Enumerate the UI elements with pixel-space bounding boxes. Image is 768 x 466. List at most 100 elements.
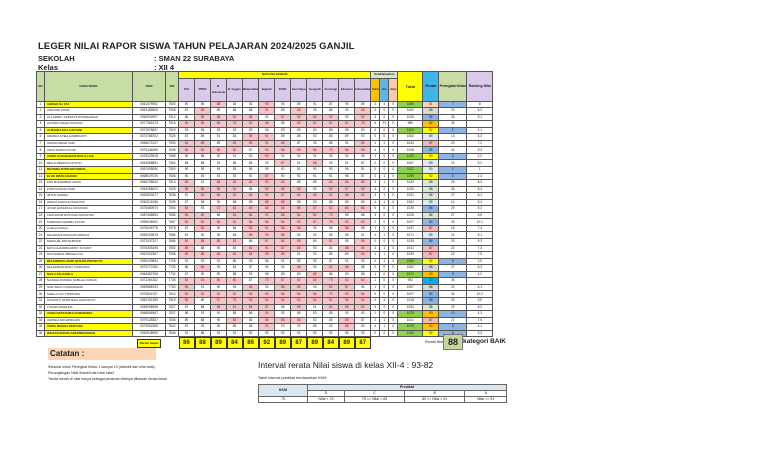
- table-row: 23 MAYA CHANDRA RIZKY JUYANTI 0076305198 76…: [36, 244, 494, 253]
- score-rank: 2.1: [466, 126, 494, 135]
- range-d: Nilai < 75: [307, 396, 345, 403]
- score-rank: 8.3: [466, 179, 494, 187]
- class-value: : XII 4: [154, 63, 175, 72]
- score-cell: 87: [241, 146, 260, 154]
- grade-ledger-table: NO NAMA SISWA NISN NIS MATA PELAJARAN Ke…: [36, 71, 494, 350]
- subject-header: B. Indonesia: [210, 77, 227, 102]
- class-average-value: 88: [443, 334, 463, 350]
- score-rank: 5.2: [466, 159, 494, 167]
- subject-average: 89: [306, 337, 323, 350]
- score-rank: 5.1: [466, 231, 494, 239]
- table-row: 19 KHRESNA DHARMA PUTRA 0065045392 7667 83 83…: [36, 218, 494, 226]
- score-cell: 86: [354, 238, 372, 246]
- score-cell: 85: [241, 139, 260, 148]
- subject-average: 84: [322, 337, 339, 350]
- range-b: 83 <= Nilai < 91: [404, 396, 466, 403]
- score-cell: 81: [241, 244, 260, 253]
- score-rank: 8.5: [466, 211, 494, 220]
- score-cell: 85: [241, 192, 260, 200]
- note-line: Tanda merah di nilai hanya sebagai penan…: [48, 377, 167, 381]
- table-row: 20 Lintang Al Rizya 0075049776 7678 87 85 90 84…: [36, 224, 494, 233]
- score-cell: 85: [241, 231, 260, 239]
- header-name: NAMA SISWA: [44, 71, 133, 102]
- score-cell: 85: [354, 179, 372, 187]
- category-label: kategori BAIK: [463, 338, 506, 345]
- subject-header: Sejarah: [258, 77, 276, 102]
- averages-label: Rerata mapel: [136, 338, 162, 348]
- score-rank: 9.2: [466, 205, 494, 213]
- table-row: 28 NAJWAH ANNORA SABILAH JUWARI 0072264162…: [36, 277, 494, 285]
- subject-average: 89: [210, 337, 227, 350]
- score-rank: 5.4: [466, 198, 494, 207]
- header-absent: Alpa: [388, 77, 399, 102]
- kkm-header: KKM: [258, 384, 308, 397]
- score-rank: 8.1: [466, 192, 494, 200]
- score-cell: 89: [241, 166, 260, 174]
- table-row: 13 FAIZ MUHAMMAD IHSAN 0066708034 7613 85 91 8…: [36, 179, 494, 187]
- header-nisn: NISN: [132, 71, 166, 102]
- score-cell: 85: [354, 146, 372, 154]
- subject-header: PJOK: [274, 77, 292, 102]
- score-cell: 82: [354, 218, 372, 226]
- score-cell: 91: [354, 231, 372, 239]
- kkm-value: 75: [258, 396, 308, 403]
- subject-average: 89: [338, 337, 355, 350]
- table-row: 16 INNAYA ANGGUN SAHFITRI 0060211086 7639 87…: [36, 198, 494, 207]
- school-label: SEKOLAH: [38, 54, 75, 63]
- predicate-table: KKM Predikat D C B A 75 Nilai < 75 75 <=…: [258, 384, 507, 403]
- score-cell: 83: [241, 205, 260, 213]
- class-average-label: Rerata Nilai Kelas: [425, 340, 454, 344]
- score-cell: 85: [241, 224, 260, 233]
- header-nis: NIS: [165, 71, 179, 102]
- score-cell: 86: [241, 238, 260, 246]
- header-permit: Izin: [379, 77, 390, 102]
- table-row: 34 VARISKA DWI APRILIANI 0079128357 7838 89 8…: [36, 316, 494, 325]
- score-rank: 2.4: [466, 172, 494, 181]
- table-row: 36 WILDAN SUKMA AINURROCHMAN 0062548999 784…: [36, 329, 494, 338]
- table-row: 2 AIDA DWI SOFIA 0063189505 7508 87 86 89 86 86 9…: [36, 107, 494, 115]
- score-rank: 9.4: [466, 146, 494, 154]
- subject-header: PAI: [178, 77, 195, 102]
- header-class-rank: Peringkat Kelas: [438, 71, 468, 102]
- score-rank: 3.3: [466, 329, 494, 338]
- score-cell: 87: [354, 172, 372, 181]
- score-rank: 8.4: [466, 185, 494, 194]
- ledger-body: 1 AHMAD ALI ATA 0061575952 7503 90 95 88 84 92 90…: [36, 100, 494, 338]
- table-row: 17 JAYAR HUSAINI AL MOUSSIDI 0075480974 765…: [36, 205, 494, 213]
- table-row: 31 SUSANTO HANIF RAHI HARIYANTO 0062191259…: [36, 296, 494, 305]
- header-no: NO: [36, 71, 45, 102]
- table-row: 14 FITRIYA INDAH SARI 0063256022 7628 85 86 86…: [36, 185, 494, 194]
- subject-average: 92: [258, 337, 275, 350]
- class-row: Kelas : XII 4: [38, 63, 174, 72]
- score-cell: 88: [354, 224, 372, 233]
- subject-header: Informatika: [354, 77, 372, 102]
- table-row: 10 BELLA DEWINTA NATIVIO 0063088851 7562 88 8…: [36, 159, 494, 167]
- subject-average: 87: [290, 337, 307, 350]
- score-cell: 87: [354, 159, 372, 167]
- score-cell: 82: [241, 179, 260, 187]
- score-rank: 1: [466, 166, 494, 174]
- table-row: 18 KHOLIFAUR ROSYDAH MOCHTAR 0087466554 766…: [36, 211, 494, 220]
- score-rank: 7.2: [466, 139, 494, 148]
- score-cell: 88: [241, 185, 260, 194]
- score-cell: 92: [354, 133, 372, 141]
- score-cell: 92: [241, 152, 260, 161]
- score-rank: 7.4: [466, 224, 494, 233]
- score-cell: 91: [241, 172, 260, 181]
- score-cell: 84: [354, 139, 372, 148]
- notes-title: Catatan :: [48, 348, 156, 360]
- subject-header: Ekonomi: [338, 77, 356, 102]
- subject-average: 87: [354, 337, 371, 350]
- table-row: 5 ALMANDA EKA CAHYANI 0072576837 7519 92 95 93…: [36, 126, 494, 135]
- score-cell: 84: [241, 218, 260, 226]
- score-cell: 84: [354, 244, 372, 253]
- table-row: 9 AURELIA MAHARANI NUR ILLAHI 0078129518 75…: [36, 152, 494, 161]
- note-line: Selamat untuk Peringkat Kelas 1 sampai 1…: [48, 365, 155, 369]
- header-total: Total: [397, 71, 424, 102]
- score-cell: 85: [354, 185, 372, 194]
- page-title: LEGER NILAI RAPOR SISWA TAHUN PELAJARAN …: [38, 41, 355, 52]
- score-cell: 89: [241, 198, 260, 207]
- score-cell: 93: [241, 126, 260, 135]
- subject-average: 88: [194, 337, 211, 350]
- score-cell: 83: [354, 192, 372, 200]
